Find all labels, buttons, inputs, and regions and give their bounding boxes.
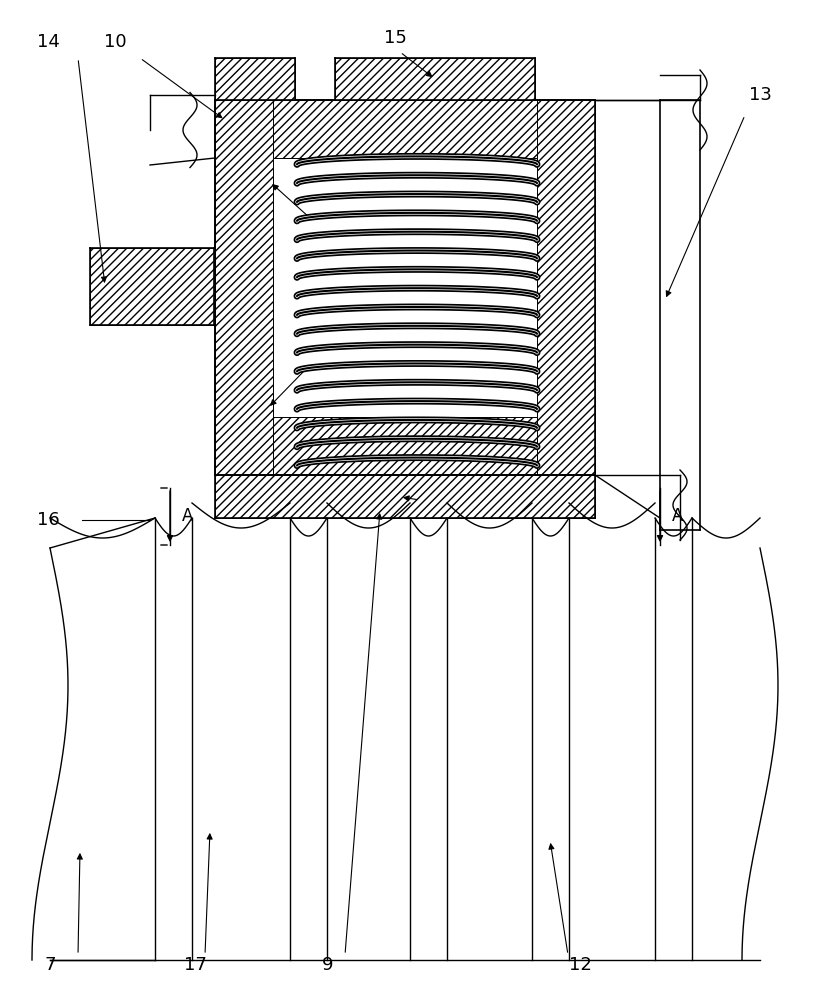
Text: 16: 16 <box>36 511 60 529</box>
Bar <box>215 100 595 158</box>
Text: 12: 12 <box>568 956 590 974</box>
Text: 10: 10 <box>103 33 127 51</box>
Bar <box>215 417 595 475</box>
Bar <box>273 158 537 417</box>
Text: 13: 13 <box>748 86 771 104</box>
Bar <box>215 475 595 518</box>
Text: 9: 9 <box>322 956 333 974</box>
Bar <box>537 100 595 475</box>
Text: A: A <box>182 507 194 525</box>
Bar <box>215 58 294 100</box>
Text: 7: 7 <box>44 956 55 974</box>
Text: 17: 17 <box>184 956 206 974</box>
Text: A: A <box>672 507 683 525</box>
Bar <box>90 248 215 325</box>
Text: 14: 14 <box>36 33 60 51</box>
Bar <box>215 100 273 475</box>
Text: 15: 15 <box>383 29 406 47</box>
Bar <box>335 58 534 100</box>
